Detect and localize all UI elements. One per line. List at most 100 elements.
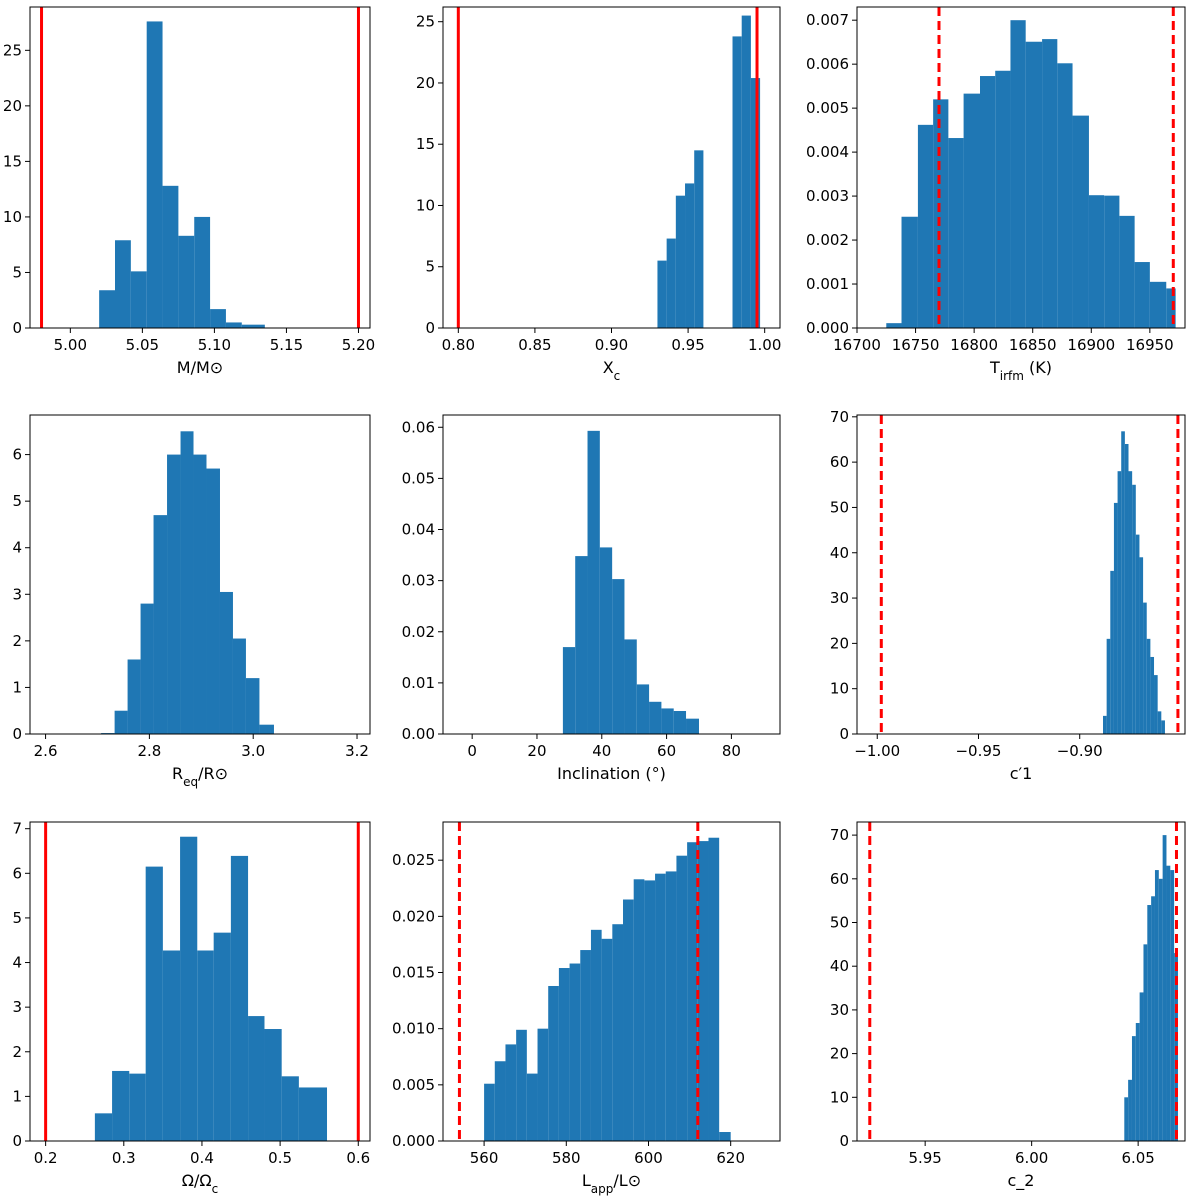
histogram-bar [1131, 1036, 1136, 1141]
y-tick-label: 0.004 [806, 143, 849, 161]
histogram-bar [526, 1073, 538, 1141]
histogram-bar [886, 323, 902, 328]
y-tick-label: 6 [12, 864, 22, 882]
histogram-bar [516, 1029, 527, 1141]
y-tick-label: 6 [12, 446, 22, 464]
histogram-bar [719, 1132, 731, 1141]
histogram-bar [298, 1087, 328, 1141]
histogram-panel-3: 16700 16750 16800 16850 16900 16950 0.000 0.001… [806, 6, 1186, 383]
y-tick-label: 7 [12, 820, 22, 838]
histogram-bar [1151, 896, 1155, 1141]
histogram-bar [146, 21, 163, 328]
x-tick-label: 80 [722, 742, 741, 760]
x-tick-label: 16950 [1126, 336, 1174, 354]
histogram-bar [612, 579, 625, 734]
y-tick-label: 0.00 [402, 725, 435, 743]
histogram-bar [140, 603, 154, 734]
histogram-bar [494, 1061, 506, 1141]
y-tick-label: 0.000 [392, 1132, 435, 1150]
histogram-bar [673, 710, 687, 734]
y-tick-label: 0.010 [392, 1020, 435, 1038]
histogram-bar [112, 1070, 130, 1141]
histogram-bar [1143, 944, 1148, 1141]
histogram-bar [995, 70, 1011, 328]
y-tick-label: 0.06 [402, 418, 435, 436]
y-tick-label: 30 [830, 589, 849, 607]
histogram-panel-2: 0.80 0.85 0.90 0.95 1.00 0 5 10 15 20 25 Xc [416, 6, 781, 383]
histogram-bar [225, 322, 242, 328]
histogram-bar [180, 431, 194, 734]
histogram-panel-5: 0 20 40 60 80 0.00 0.01 0.02 0.03 0.04 0.05 0.06 Inc… [402, 414, 781, 783]
histogram-bar [666, 238, 676, 328]
histogram-bar [676, 855, 688, 1141]
histogram-bar [1113, 502, 1118, 734]
histogram-bar [1106, 638, 1111, 734]
histogram-bar [1150, 656, 1155, 734]
histogram-bar [114, 710, 128, 734]
histogram-bar [1143, 602, 1147, 734]
plot-frame [29, 6, 371, 329]
histogram-bar [1103, 715, 1107, 734]
histogram-bar [624, 639, 637, 734]
y-tick-label: 0.000 [806, 319, 849, 337]
y-tick-label: 0.025 [392, 851, 435, 869]
histogram-bar [1149, 281, 1167, 328]
histogram-bar [1057, 63, 1073, 328]
histogram-bar [162, 185, 179, 328]
plot-frame [442, 414, 781, 735]
y-tick-label: 1 [12, 678, 22, 696]
histogram-bar [948, 138, 964, 328]
y-tick-label: 0.005 [392, 1076, 435, 1094]
histogram-bar [933, 99, 949, 328]
x-axis-label: c_2 [1008, 1171, 1035, 1191]
histogram-bar [675, 195, 686, 328]
y-tick-label: 20 [3, 97, 22, 115]
histogram-bar [599, 547, 613, 734]
y-tick-label: 50 [830, 914, 849, 932]
histogram-bar [129, 1073, 146, 1141]
x-tick-label: −1.00 [854, 742, 900, 760]
histogram-bar [153, 515, 168, 734]
histogram-bar [1166, 288, 1176, 328]
histogram-bar [127, 659, 141, 734]
histogram-bar [206, 468, 220, 734]
histogram-bar [1072, 115, 1089, 328]
x-tick-label: 0.2 [34, 1149, 58, 1167]
y-tick-label: 0.02 [402, 623, 435, 641]
histogram-bar [901, 216, 918, 328]
histogram-bar [1170, 870, 1175, 1141]
histogram-bar [708, 837, 720, 1141]
y-tick-label: 10 [830, 680, 849, 698]
y-tick-label: 0 [12, 1132, 22, 1150]
histogram-panel-6: −1.00 −0.95 −0.90 0 10 20 30 40 50 60 70 c′1 [830, 408, 1186, 783]
histogram-bar [1154, 870, 1159, 1141]
y-tick-label: 2 [12, 1043, 22, 1061]
histogram-bar [649, 701, 662, 734]
histogram-bar [197, 950, 214, 1141]
y-tick-label: 0.002 [806, 231, 849, 249]
y-tick-label: 0 [12, 319, 22, 337]
histogram-bar [1135, 534, 1140, 734]
y-tick-label: 10 [416, 196, 435, 214]
plot-frame [29, 414, 371, 735]
y-tick-label: 5 [425, 258, 435, 276]
histogram-bar [1104, 195, 1120, 328]
y-tick-label: 20 [830, 634, 849, 652]
x-tick-label: 60 [657, 742, 676, 760]
histogram-bar [980, 76, 996, 328]
y-tick-label: 0.001 [806, 275, 849, 293]
x-axis-label: Xc [603, 358, 621, 383]
histogram-bar [264, 1029, 282, 1141]
x-axis-label: Inclination (°) [557, 764, 666, 783]
y-tick-label: 0.020 [392, 907, 435, 925]
x-tick-label: 16850 [1009, 336, 1057, 354]
x-tick-label: 16800 [950, 336, 998, 354]
histogram-bar [1139, 992, 1144, 1141]
histogram-bar [210, 309, 226, 328]
x-tick-label: 0 [467, 742, 477, 760]
histogram-panel-8: 560 580 600 620 0.000 0.005 0.010 0.015 0.020 0.0… [392, 821, 781, 1196]
histogram-bar [644, 880, 656, 1141]
y-tick-label: 15 [3, 152, 22, 170]
y-tick-label: 40 [830, 957, 849, 975]
histogram-bar [1110, 570, 1114, 734]
